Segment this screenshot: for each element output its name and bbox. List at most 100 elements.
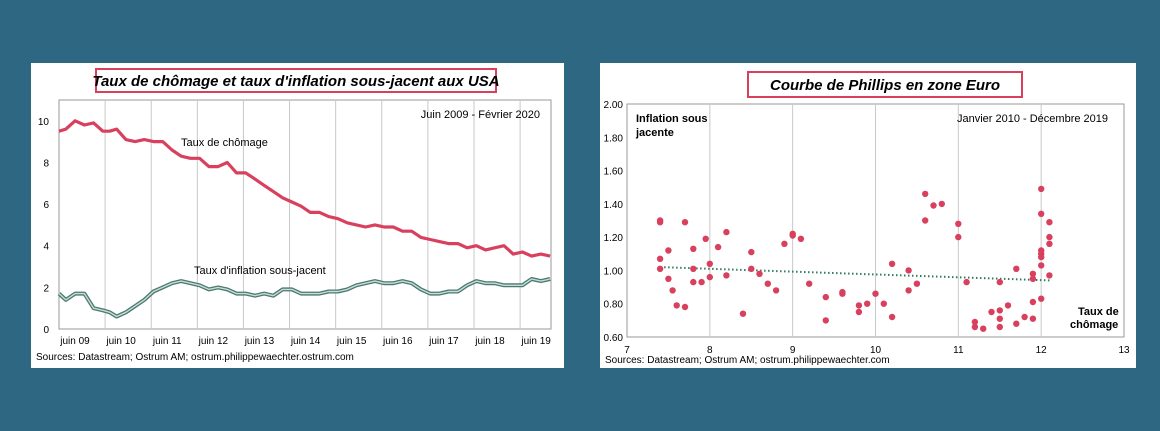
left-y-tick-label: 2 xyxy=(43,283,49,294)
scatter-point xyxy=(1029,270,1037,277)
scatter-point xyxy=(690,278,697,286)
scatter-point xyxy=(756,270,763,277)
right-y-axis: 0.60 0.80 1.00 1.20 1.40 1.60 1.80 2.00 xyxy=(604,100,624,344)
scatter-point xyxy=(1046,240,1053,247)
scatter-point xyxy=(996,323,1003,331)
y-axis-label: Inflation sous jacente xyxy=(635,113,711,139)
scatter-point xyxy=(656,265,664,272)
right-y-tick-label: 1.40 xyxy=(604,200,624,211)
right-y-tick-label: 0.60 xyxy=(604,333,624,344)
scatter-point xyxy=(1004,302,1012,309)
left-x-tick-label: juin 19 xyxy=(520,336,551,347)
scatter-point xyxy=(690,245,697,252)
scatter-point xyxy=(1038,210,1045,217)
scatter-point xyxy=(888,313,896,321)
scatter-point xyxy=(781,240,788,247)
left-x-tick-label: juin 18 xyxy=(474,336,505,347)
right-y-tick-label: 1.00 xyxy=(604,266,624,277)
left-plot-frame xyxy=(58,99,552,330)
scatter-point xyxy=(922,190,929,198)
left-source: Sources: Datastream; Ostrum AM; ostrum.p… xyxy=(36,352,354,363)
scatter-point xyxy=(772,287,780,294)
scatter-point xyxy=(980,325,987,332)
right-x-tick-label: 8 xyxy=(707,345,713,356)
scatter-point xyxy=(1046,233,1053,241)
scatter-point xyxy=(996,278,1003,286)
scatter-point xyxy=(822,293,829,301)
scatter-point xyxy=(797,235,805,242)
scatter-point xyxy=(748,248,755,256)
left-y-tick-label: 8 xyxy=(43,158,49,169)
scatter-point xyxy=(1038,262,1045,269)
scatter-point xyxy=(822,317,829,324)
scatter-point xyxy=(723,228,730,236)
right-y-tick-label: 1.80 xyxy=(604,133,624,144)
us-line-chart: Taux de chômage et taux d'inflation sous… xyxy=(36,68,552,363)
scatter-point xyxy=(748,265,755,272)
inflation-line-outer xyxy=(57,277,551,319)
left-x-tick-label: juin 15 xyxy=(336,336,367,347)
euro-scatter-chart: Courbe de Phillips en zone Euro 0.60 0.80… xyxy=(604,71,1130,366)
scatter-point xyxy=(698,278,705,286)
scatter-point xyxy=(723,272,730,279)
scatter-point xyxy=(955,233,962,241)
scatter-point xyxy=(656,219,664,226)
scatter-point xyxy=(1038,185,1045,193)
scatter-point xyxy=(955,220,962,227)
unemployment-series-label: Taux de chômage xyxy=(181,137,268,149)
right-title-box xyxy=(747,71,1023,98)
euro-phillips-panel: Courbe de Phillips en zone Euro 0.60 0.80… xyxy=(600,63,1136,368)
right-period-label: Janvier 2010 - Décembre 2019 xyxy=(957,113,1108,125)
trendline xyxy=(660,266,1050,282)
scatter-point xyxy=(905,267,912,274)
scatter-point xyxy=(739,310,747,317)
right-x-tick-label: 9 xyxy=(790,345,796,356)
scatter-point xyxy=(764,280,771,287)
scatter-point xyxy=(665,247,672,254)
left-y-tick-label: 0 xyxy=(43,325,49,336)
left-y-tick-label: 10 xyxy=(38,117,50,128)
right-x-tick-label: 10 xyxy=(870,345,882,356)
x-axis-label: Taux de chômage xyxy=(1070,306,1122,331)
right-x-tick-label: 13 xyxy=(1118,345,1130,356)
left-x-tick-label: juin 14 xyxy=(290,336,321,347)
left-title-box xyxy=(95,68,497,93)
scatter-point xyxy=(971,323,979,331)
scatter-point xyxy=(913,280,921,287)
inflation-line-inner xyxy=(58,278,551,318)
scatter-point xyxy=(690,265,697,272)
scatter-point xyxy=(1029,275,1037,282)
left-x-tick-label: juin 10 xyxy=(105,336,136,347)
scatter-point xyxy=(855,302,863,309)
scatter-points xyxy=(656,185,1053,332)
right-x-axis: 7 8 9 10 11 12 13 xyxy=(624,345,1130,356)
scatter-point xyxy=(864,300,871,307)
left-x-tick-label: juin 13 xyxy=(244,336,275,347)
scatter-point xyxy=(930,202,937,209)
scatter-point xyxy=(905,287,912,294)
right-y-tick-label: 1.60 xyxy=(604,167,624,178)
scatter-point xyxy=(665,275,672,282)
right-y-tick-label: 1.20 xyxy=(604,233,624,244)
left-x-tick-label: juin 12 xyxy=(198,336,229,347)
right-source: Sources: Datastream; Ostrum AM; ostrum.p… xyxy=(605,355,890,366)
left-x-tick-label: juin 09 xyxy=(59,336,90,347)
scatter-point xyxy=(1038,295,1045,302)
scatter-point xyxy=(1046,219,1053,226)
right-chart-title: Courbe de Phillips en zone Euro xyxy=(770,77,1000,94)
scatter-point xyxy=(1013,320,1020,327)
left-x-tick-label: juin 16 xyxy=(382,336,413,347)
right-x-tick-label: 7 xyxy=(624,345,630,356)
scatter-point xyxy=(669,287,676,294)
left-x-axis: juin 09 juin 10 juin 11 juin 12 juin 13 juin … xyxy=(59,336,551,347)
left-chart-title: Taux de chômage et taux d'inflation sous… xyxy=(92,73,499,90)
scatter-point xyxy=(922,217,929,224)
scatter-point xyxy=(880,300,887,307)
scatter-point xyxy=(855,308,863,316)
left-y-tick-label: 6 xyxy=(43,200,49,211)
right-y-tick-label: 0.80 xyxy=(604,300,624,311)
scatter-point xyxy=(789,232,796,239)
scatter-point xyxy=(1021,313,1028,321)
scatter-point xyxy=(1046,272,1053,279)
right-x-tick-label: 12 xyxy=(1036,345,1048,356)
